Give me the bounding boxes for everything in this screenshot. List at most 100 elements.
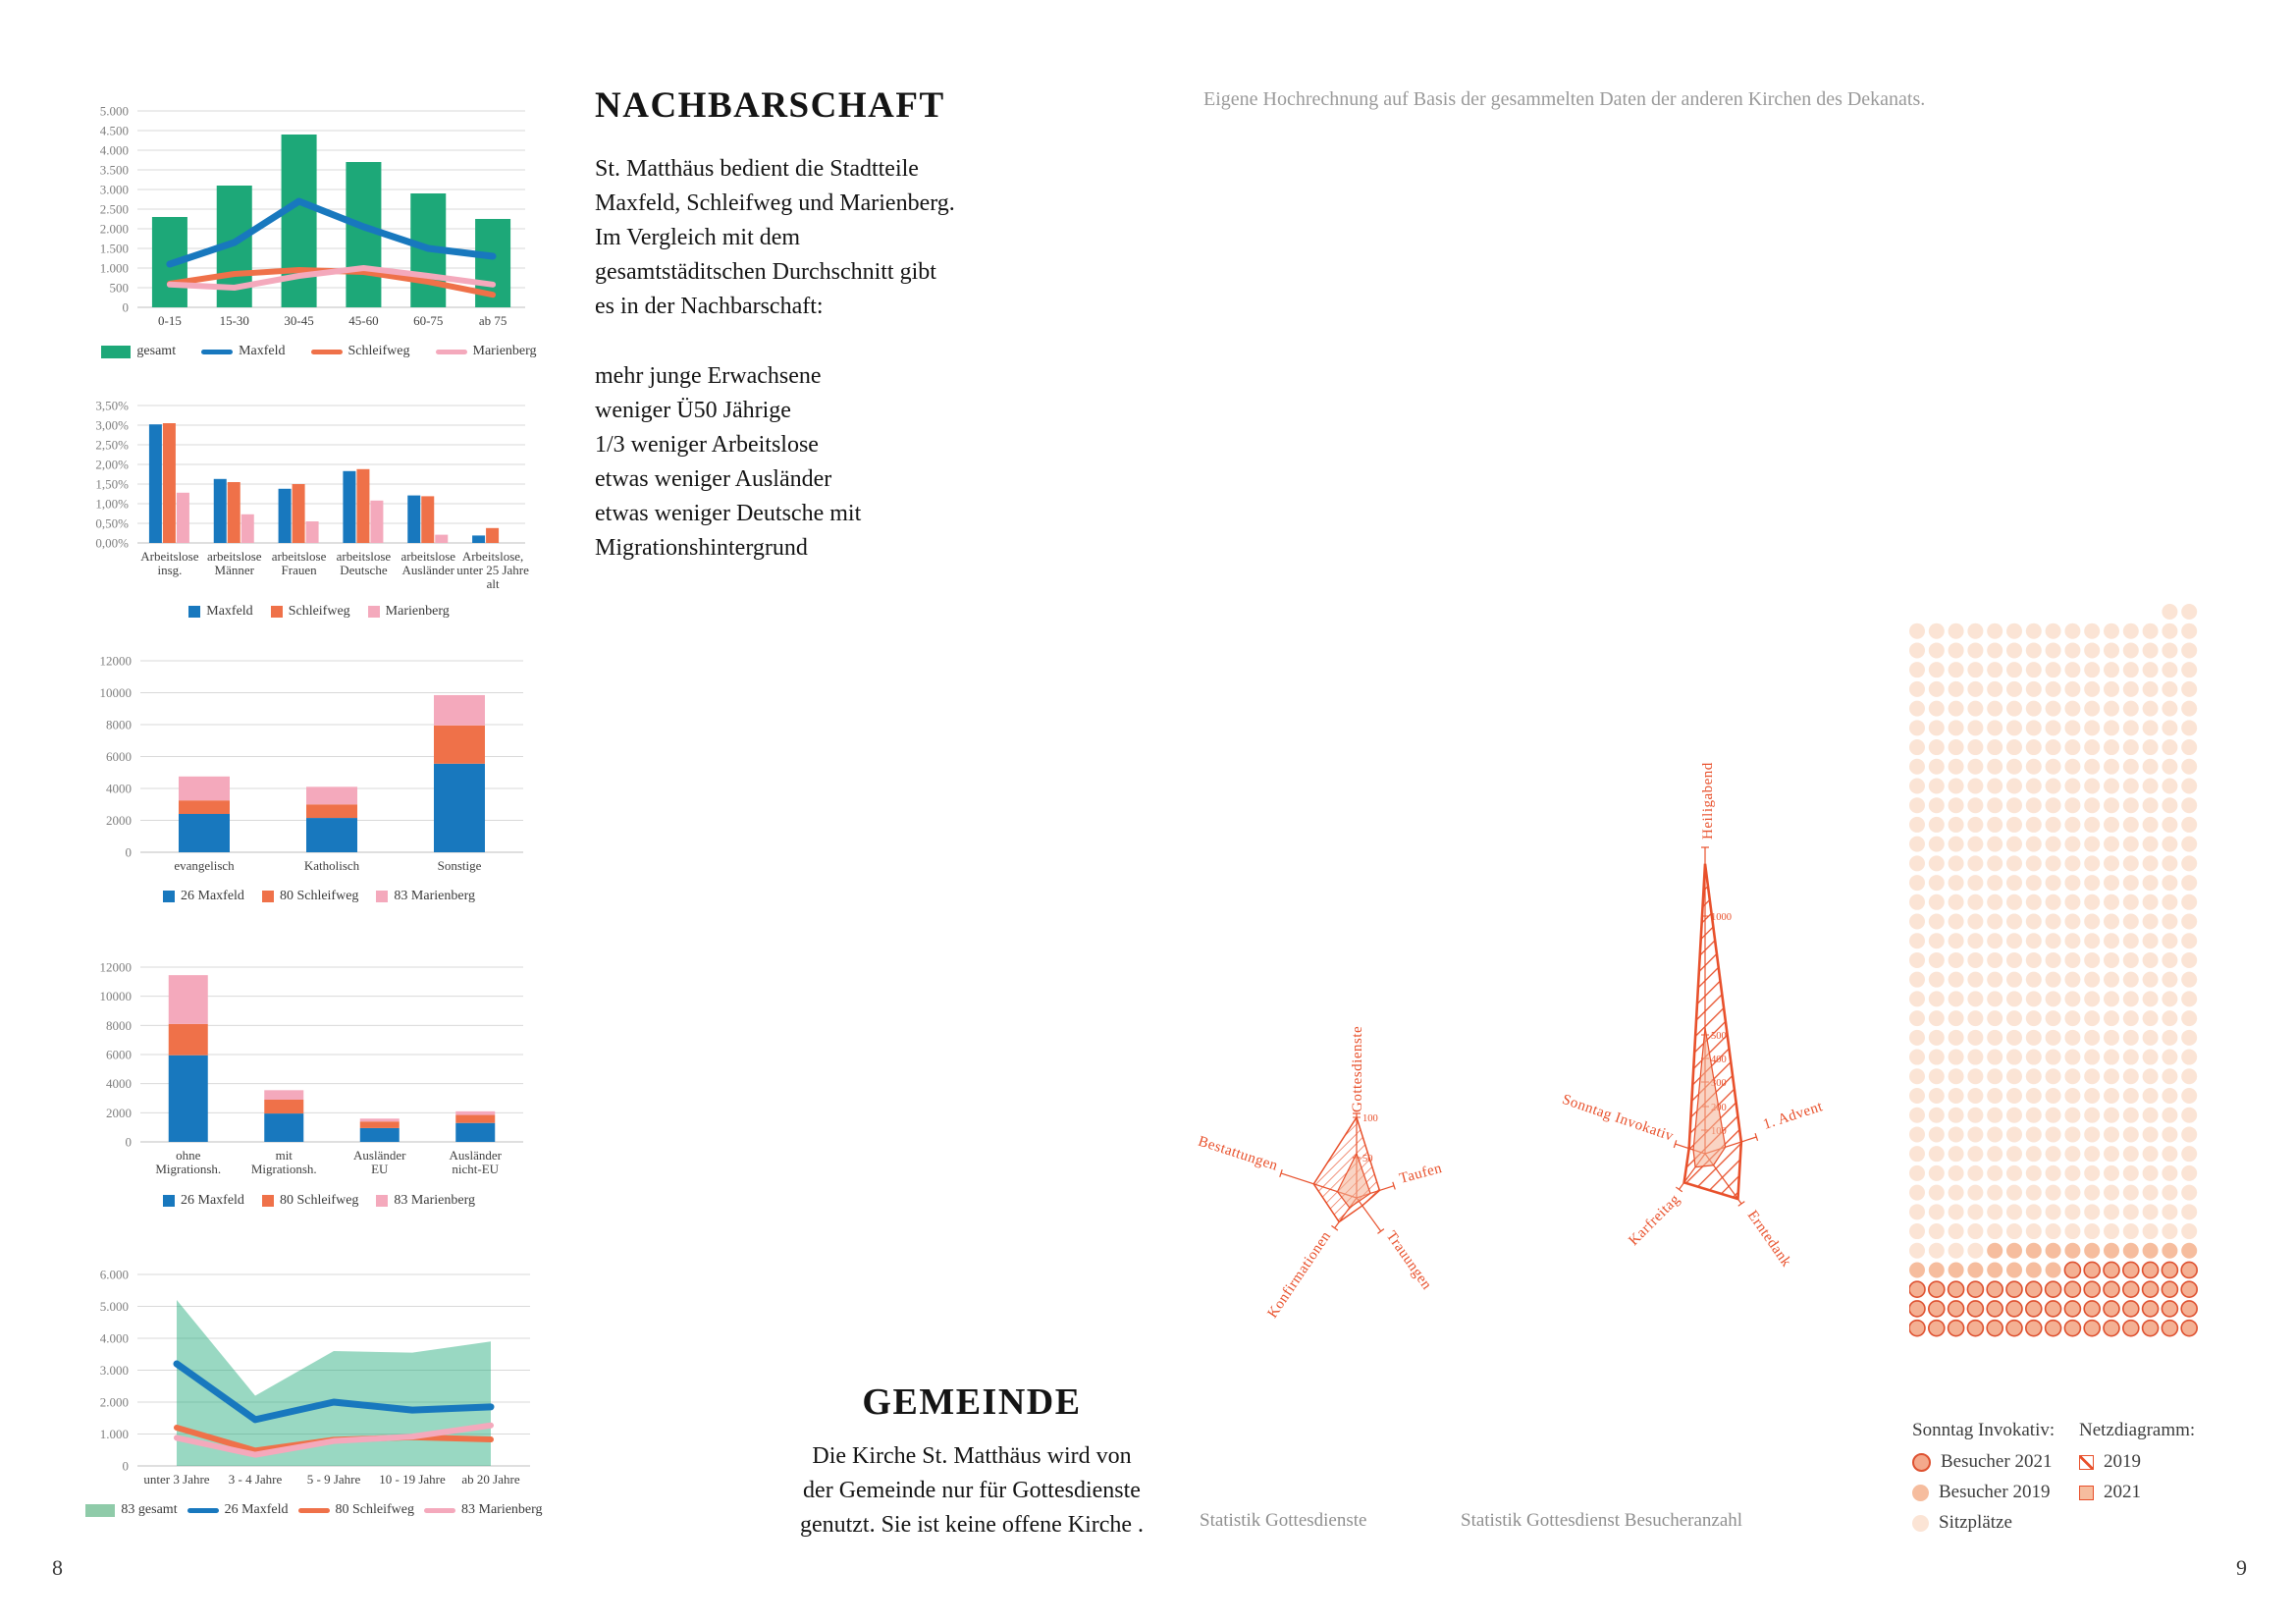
legend-item: 80 Schleifweg xyxy=(261,1193,358,1209)
legend-label: 26 Maxfeld xyxy=(181,889,244,903)
religion-chart: 12000 10000 8000 6000 4000 2000 0 evangelisch Ka… xyxy=(83,648,555,913)
svg-text:3 - 4 Jahre: 3 - 4 Jahre xyxy=(229,1472,283,1487)
svg-text:3.500: 3.500 xyxy=(100,163,129,178)
svg-text:5.000: 5.000 xyxy=(100,104,129,119)
svg-text:0: 0 xyxy=(126,845,133,860)
svg-text:2000: 2000 xyxy=(106,1106,132,1120)
svg-text:1000: 1000 xyxy=(1711,912,1732,923)
legend-netzdiagramm: Netzdiagramm: 2019 2021 xyxy=(2079,1420,2195,1512)
svg-text:Bestattungen: Bestattungen xyxy=(1197,1134,1280,1174)
legend-sonntag-invokativ: Sonntag Invokativ: Besucher 2021 Besuche… xyxy=(1912,1420,2055,1543)
legend-item: 83 Marienberg xyxy=(376,1193,475,1209)
svg-text:Deutsche: Deutsche xyxy=(340,563,388,577)
svg-text:500: 500 xyxy=(110,281,130,296)
svg-text:4000: 4000 xyxy=(106,782,132,796)
legend-swatch-icon xyxy=(310,349,343,354)
svg-text:EU: EU xyxy=(371,1162,389,1176)
nachbarschaft-paragraph: St. Matthäus bedient die Stadtteile Maxfe… xyxy=(595,156,955,319)
legend-swatch-icon xyxy=(270,606,283,618)
svg-text:unter 25 Jahre: unter 25 Jahre xyxy=(456,563,529,577)
legend-label: 80 Schleifweg xyxy=(279,889,359,903)
svg-text:4.500: 4.500 xyxy=(100,124,129,138)
svg-text:evangelisch: evangelisch xyxy=(174,858,235,873)
svg-text:2.000: 2.000 xyxy=(100,1395,129,1410)
legend-label: Marienberg xyxy=(385,604,450,619)
svg-text:0,00%: 0,00% xyxy=(95,536,129,551)
legend-swatch-icon xyxy=(367,606,380,618)
svg-text:Ausländer: Ausländer xyxy=(450,1148,503,1163)
gemeinde-paragraph: Die Kirche St. Matthäus wird von der Geme… xyxy=(799,1443,1145,1538)
svg-text:2,50%: 2,50% xyxy=(95,438,129,453)
legend-item: gesamt xyxy=(101,344,176,359)
svg-text:10000: 10000 xyxy=(100,989,133,1003)
legend-label: 83 Marienberg xyxy=(394,1193,475,1208)
legend-label: 26 Maxfeld xyxy=(224,1502,289,1517)
netz-2021-filled-square-icon xyxy=(2079,1485,2094,1500)
legend-swatch-icon xyxy=(376,1195,389,1207)
legend-swatch-icon xyxy=(435,349,467,354)
page-number-left: 8 xyxy=(52,1555,63,1580)
caption-gottesdienste: Statistik Gottesdienste xyxy=(1200,1510,1367,1531)
svg-text:5.000: 5.000 xyxy=(100,1299,129,1314)
sitzplaetze-label: Sitzplätze xyxy=(1939,1512,2012,1533)
svg-text:Gottesdienste: Gottesdienste xyxy=(1350,1026,1365,1112)
netz-2019-label: 2019 xyxy=(2104,1451,2141,1472)
svg-text:Karfreitag: Karfreitag xyxy=(1626,1192,1682,1249)
legend-sonntag-title: Sonntag Invokativ: xyxy=(1912,1420,2056,1440)
svg-text:Arbeitslose: Arbeitslose xyxy=(140,549,198,564)
legend-item-netz-2019: 2019 xyxy=(2079,1451,2195,1473)
svg-text:arbeitslose: arbeitslose xyxy=(272,549,327,564)
svg-text:60-75: 60-75 xyxy=(413,313,443,328)
legend-label: 80 Schleifweg xyxy=(335,1502,414,1517)
legend-label: 26 Maxfeld xyxy=(181,1193,244,1208)
svg-text:3,50%: 3,50% xyxy=(95,399,129,413)
legend-swatch-icon xyxy=(297,1507,330,1513)
legend-swatch-icon xyxy=(376,891,389,902)
svg-text:1,00%: 1,00% xyxy=(95,497,129,512)
legend-item: 26 Maxfeld xyxy=(187,1502,289,1518)
besucher-2019-label: Besucher 2019 xyxy=(1939,1482,2051,1502)
svg-text:30-45: 30-45 xyxy=(284,313,313,328)
svg-text:45-60: 45-60 xyxy=(348,313,378,328)
svg-text:Arbeitslose,: Arbeitslose, xyxy=(462,549,523,564)
legend-item: Marienberg xyxy=(435,344,537,359)
legend-item: Maxfeld xyxy=(188,604,253,620)
legend-item: Schleifweg xyxy=(310,344,410,359)
radar-besucheranzahl: Heiligabend 1. Advent Erntedank Karfreitag S… xyxy=(1531,741,1953,1380)
svg-text:ab 20 Jahre: ab 20 Jahre xyxy=(461,1472,519,1487)
svg-text:0,50%: 0,50% xyxy=(95,516,129,531)
legend-netz-title: Netzdiagramm: xyxy=(2079,1420,2196,1440)
svg-text:2,00%: 2,00% xyxy=(95,458,129,472)
svg-text:8000: 8000 xyxy=(106,718,132,732)
svg-text:10000: 10000 xyxy=(100,685,133,700)
legend-item: 83 Marienberg xyxy=(376,889,475,904)
svg-text:unter 3 Jahre: unter 3 Jahre xyxy=(143,1472,209,1487)
besucher-2019-dot-icon xyxy=(1912,1484,1929,1501)
legend-label: 83 Marienberg xyxy=(394,889,475,903)
svg-text:arbeitslose: arbeitslose xyxy=(337,549,392,564)
svg-text:3.000: 3.000 xyxy=(100,1363,129,1378)
legend-swatch-icon xyxy=(261,891,274,902)
svg-text:Konfirmationen: Konfirmationen xyxy=(1265,1228,1335,1321)
svg-text:Migrationsh.: Migrationsh. xyxy=(251,1162,317,1176)
besucher-2021-label: Besucher 2021 xyxy=(1941,1451,2053,1472)
svg-text:arbeitslose: arbeitslose xyxy=(400,549,455,564)
svg-text:8000: 8000 xyxy=(106,1018,132,1033)
svg-text:0: 0 xyxy=(126,1135,133,1150)
svg-text:Taufen: Taufen xyxy=(1398,1161,1444,1187)
svg-text:0: 0 xyxy=(123,1459,130,1474)
svg-text:12000: 12000 xyxy=(100,654,133,669)
religion-chart-legend: 26 Maxfeld 80 Schleifweg 83 Marienberg xyxy=(83,889,555,904)
svg-text:Sonntag Invokativ: Sonntag Invokativ xyxy=(1560,1092,1676,1145)
svg-text:ab 75: ab 75 xyxy=(479,313,507,328)
svg-text:Migrationsh.: Migrationsh. xyxy=(155,1162,221,1176)
svg-text:4000: 4000 xyxy=(106,1076,132,1091)
legend-item: Marienberg xyxy=(367,604,450,620)
svg-text:3.000: 3.000 xyxy=(100,183,129,197)
caption-besucheranzahl: Statistik Gottesdienst Besucheranzahl xyxy=(1461,1510,1743,1531)
legend-swatch-icon xyxy=(101,345,132,358)
seat-dot-matrix xyxy=(1909,599,2214,1355)
netz-2021-label: 2021 xyxy=(2104,1482,2141,1502)
svg-text:0-15: 0-15 xyxy=(158,313,182,328)
legend-swatch-icon xyxy=(201,349,234,354)
